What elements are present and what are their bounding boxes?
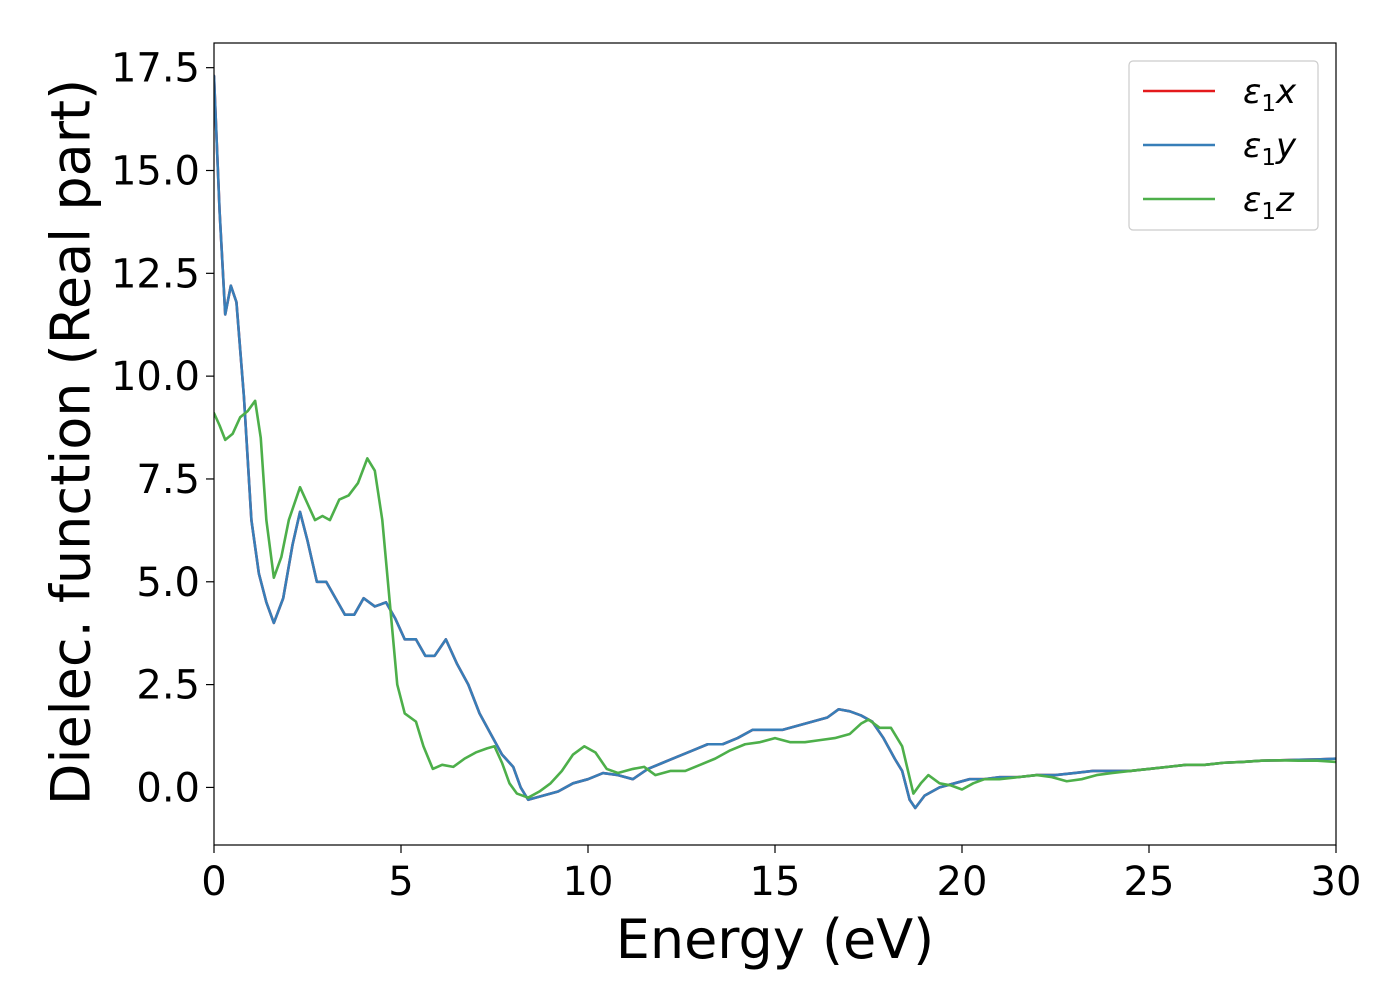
x-axis-title: Energy (eV) [616, 908, 935, 971]
series-layer [214, 74, 1336, 810]
x-tick-label: 20 [937, 859, 988, 905]
x-tick-label: 25 [1124, 859, 1175, 905]
legend-label-y: ε1y [1243, 126, 1297, 171]
legend-symbol: ε [1243, 180, 1261, 220]
legend-symbol: ε [1243, 72, 1261, 112]
y-tick-label: 2.5 [136, 663, 200, 709]
legend-variable: x [1275, 72, 1297, 112]
x-axis-ticks: 0 5 10 15 20 25 30 [201, 845, 1361, 905]
series-line-y [214, 74, 1336, 810]
y-tick-label: 17.5 [111, 46, 200, 92]
legend-label-x: ε1x [1243, 72, 1297, 117]
legend-subscript: 1 [1261, 199, 1276, 225]
y-tick-label: 15.0 [111, 148, 200, 194]
y-tick-label: 5.0 [136, 560, 200, 606]
legend-label-z: ε1z [1243, 180, 1295, 225]
y-tick-label: 12.5 [111, 251, 200, 297]
legend-subscript: 1 [1261, 91, 1276, 117]
legend-box [1128, 60, 1319, 231]
y-tick-label: 7.5 [136, 457, 200, 503]
y-tick-label: 10.0 [111, 354, 200, 400]
legend-subscript: 1 [1261, 145, 1276, 171]
legend-variable: y [1275, 126, 1297, 166]
x-tick-label: 0 [201, 859, 226, 905]
x-tick-label: 10 [563, 859, 614, 905]
legend-variable: z [1275, 180, 1295, 220]
legend-symbol: ε [1243, 126, 1261, 166]
y-axis-title: Dielec. function (Real part) [40, 79, 103, 805]
x-tick-label: 30 [1311, 859, 1362, 905]
series-line-z [214, 399, 1336, 799]
y-axis-ticks: 0.0 2.5 5.0 7.5 10.0 12.5 15.0 17.5 [111, 46, 214, 811]
y-tick-label: 0.0 [136, 765, 200, 811]
x-tick-label: 15 [750, 859, 801, 905]
x-tick-label: 5 [388, 859, 413, 905]
